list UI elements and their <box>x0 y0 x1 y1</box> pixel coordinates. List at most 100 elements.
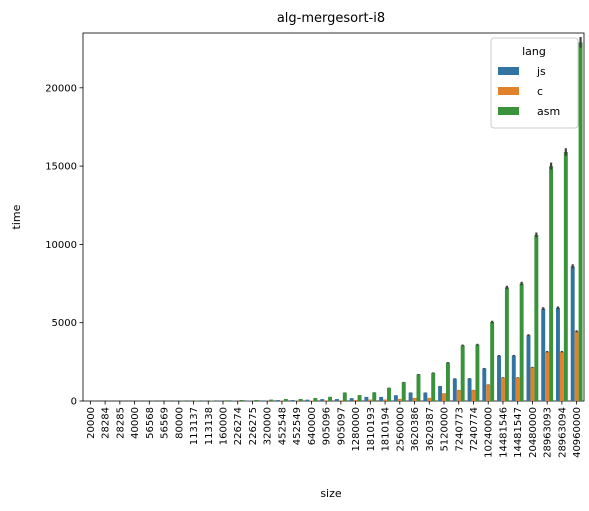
bar-asm-7240774 <box>475 344 480 401</box>
x-tick-label: 1280000 <box>351 407 362 452</box>
bar-js-1810193 <box>364 396 369 401</box>
legend-label-asm: asm <box>537 105 560 118</box>
bar-c-28963094 <box>559 351 564 401</box>
x-tick-label: 113137 <box>189 407 200 445</box>
bar-asm-28963093 <box>549 166 554 401</box>
y-tick-label: 5000 <box>52 318 77 329</box>
plot-frame <box>82 32 585 402</box>
bar-asm-1810193 <box>372 392 377 401</box>
x-tick-label: 40960000 <box>572 407 583 458</box>
x-tick-label: 14481546 <box>498 407 509 458</box>
bar-asm-640000 <box>313 398 318 401</box>
y-tick-label: 0 <box>71 397 77 408</box>
bar-js-3620386 <box>408 392 413 401</box>
bar-c-7240774 <box>471 390 476 401</box>
x-tick-label: 28963094 <box>557 407 568 458</box>
bar-js-5120000 <box>438 386 443 401</box>
bar-js-7240774 <box>467 378 472 401</box>
bar-c-905097 <box>338 400 343 401</box>
x-tick-label: 20480000 <box>528 407 539 458</box>
x-tick-label: 452549 <box>292 407 303 445</box>
x-tick-label: 5120000 <box>440 407 451 452</box>
bar-js-3620387 <box>423 392 428 401</box>
bar-asm-1280000 <box>357 395 362 401</box>
bar-js-1280000 <box>349 398 354 401</box>
bar-js-14481547 <box>511 355 516 401</box>
bar-asm-28963094 <box>563 152 568 401</box>
bar-c-3620386 <box>412 397 417 401</box>
bar-js-1810194 <box>379 396 384 401</box>
bar-asm-160000 <box>224 400 229 401</box>
bar-asm-20480000 <box>534 235 539 401</box>
x-tick-label: 7240774 <box>469 407 480 452</box>
bar-js-28963093 <box>541 308 546 401</box>
x-axis-ticks: 20000 28284 28285 40000 56568 56569 80000 11313… <box>86 401 583 458</box>
legend-label-js: js <box>536 65 546 78</box>
bar-c-10240000 <box>486 384 491 401</box>
bar-c-1280000 <box>353 399 358 401</box>
x-tick-label: 28285 <box>115 407 126 439</box>
y-tick-label: 15000 <box>45 162 77 173</box>
x-tick-label: 226275 <box>248 407 259 445</box>
bar-asm-226275 <box>254 399 259 401</box>
x-tick-label: 1810194 <box>381 407 392 452</box>
bar-c-3620387 <box>427 397 432 401</box>
x-tick-label: 56568 <box>145 407 156 439</box>
x-tick-label: 28963093 <box>543 407 554 458</box>
bar-asm-905096 <box>328 396 333 401</box>
bar-js-452549 <box>290 400 295 401</box>
x-tick-label: 20000 <box>86 407 97 439</box>
bar-asm-40960000 <box>578 42 583 402</box>
bar-js-40960000 <box>570 266 575 401</box>
bar-asm-452549 <box>298 398 303 401</box>
legend-swatch-asm <box>498 107 519 115</box>
bar-c-1810194 <box>383 399 388 401</box>
x-tick-label: 3620386 <box>410 407 421 452</box>
bar-c-1810193 <box>368 399 373 401</box>
x-tick-label: 452548 <box>277 407 288 445</box>
x-tick-label: 3620387 <box>425 407 436 452</box>
x-tick-label: 40000 <box>130 407 141 439</box>
x-tick-label: 320000 <box>263 407 274 445</box>
x-tick-label: 10240000 <box>484 407 495 458</box>
bars-layer <box>84 37 583 402</box>
bar-c-14481547 <box>515 377 520 401</box>
bar-js-20480000 <box>526 335 531 401</box>
legend-label-c: c <box>537 85 543 98</box>
bar-js-905097 <box>334 399 339 401</box>
bar-c-2560000 <box>397 398 402 401</box>
bar-js-10240000 <box>482 368 487 401</box>
x-tick-label: 226274 <box>233 407 244 445</box>
x-tick-label: 160000 <box>218 407 229 445</box>
bar-asm-7240773 <box>460 345 465 401</box>
bar-c-40960000 <box>574 331 579 401</box>
bar-js-7240773 <box>452 378 457 401</box>
legend-swatch-c <box>498 87 519 95</box>
x-tick-label: 2560000 <box>395 407 406 452</box>
bar-js-2560000 <box>393 395 398 401</box>
bar-asm-3620386 <box>416 374 421 401</box>
x-tick-label: 905097 <box>336 407 347 445</box>
y-axis-label: time <box>10 204 23 229</box>
y-axis-ticks: 0 5000 10000 15000 20000 <box>45 83 83 408</box>
legend-title: lang <box>522 45 546 58</box>
bar-asm-226274 <box>239 399 244 401</box>
bar-js-640000 <box>305 399 310 401</box>
bar-asm-452548 <box>283 398 288 401</box>
chart-title: alg-mergesort-i8 <box>277 11 385 26</box>
bar-asm-14481546 <box>504 287 509 401</box>
x-tick-label: 905096 <box>322 407 333 445</box>
bar-asm-1810194 <box>387 387 391 401</box>
bar-c-14481546 <box>500 377 505 401</box>
bar-js-452548 <box>276 400 280 401</box>
bar-asm-2560000 <box>401 382 406 401</box>
x-tick-label: 56569 <box>160 407 171 439</box>
bar-c-28963093 <box>545 351 550 401</box>
legend-frame <box>490 37 579 129</box>
x-tick-label: 1810193 <box>366 407 377 452</box>
bar-asm-10240000 <box>490 321 495 401</box>
x-axis-label: size <box>320 487 342 500</box>
x-tick-label: 14481547 <box>513 407 524 458</box>
x-tick-label: 640000 <box>307 407 318 445</box>
